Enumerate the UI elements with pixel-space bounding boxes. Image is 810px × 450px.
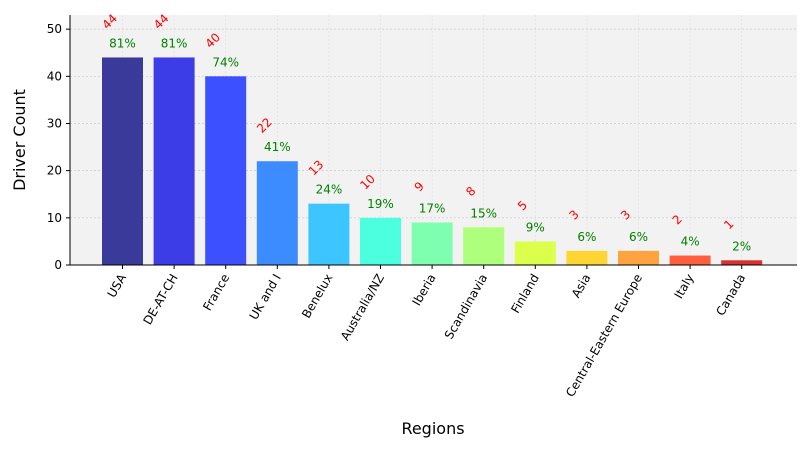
percent-label: 19% xyxy=(367,197,394,211)
bar xyxy=(514,241,556,265)
bar xyxy=(308,203,350,265)
percent-label: 74% xyxy=(212,55,239,69)
bar xyxy=(205,76,247,265)
x-tick-label: USA xyxy=(105,271,130,300)
x-tick-label: Italy xyxy=(672,272,697,302)
bar xyxy=(463,227,505,265)
x-tick-label: Canada xyxy=(713,272,748,319)
bar xyxy=(618,250,659,265)
y-tick-label: 50 xyxy=(47,22,62,36)
x-tick-label: France xyxy=(200,272,232,314)
percent-label: 9% xyxy=(526,220,545,234)
bar xyxy=(360,217,401,265)
bar xyxy=(102,57,143,265)
bars xyxy=(102,57,763,265)
x-tick-label: Benelux xyxy=(299,272,335,321)
x-tick-label: Iberia xyxy=(409,272,438,309)
y-tick-label: 20 xyxy=(47,164,62,178)
percent-label: 4% xyxy=(681,235,700,249)
bar xyxy=(256,161,298,265)
y-tick-label: 40 xyxy=(47,69,62,83)
percent-label: 6% xyxy=(629,230,648,244)
x-tick-label: Scandinavia xyxy=(442,272,491,342)
bar xyxy=(721,260,763,265)
percent-label: 41% xyxy=(264,140,291,154)
bar xyxy=(669,255,711,265)
data-labels: 81%4481%4474%4041%2224%1319%1017%915%89%… xyxy=(99,11,751,253)
y-axis-ticks: 0 10 20 30 40 50 xyxy=(47,22,70,272)
bar xyxy=(566,250,608,265)
percent-label: 15% xyxy=(470,206,497,220)
x-tick-label: Asia xyxy=(569,272,594,301)
percent-label: 17% xyxy=(419,202,446,216)
x-tick-label: DE-AT-CH xyxy=(141,272,181,328)
x-tick-label: Finland xyxy=(508,272,542,316)
x-axis-ticks: USA DE-AT-CH France UK and I Benelux Australi… xyxy=(105,265,748,399)
y-tick-label: 30 xyxy=(47,116,62,130)
percent-label: 81% xyxy=(109,36,136,50)
x-tick-label: UK and I xyxy=(247,272,284,323)
y-tick-label: 10 xyxy=(47,211,62,225)
y-tick-label: 0 xyxy=(54,258,62,272)
bar xyxy=(153,57,195,265)
x-tick-label: Australia/NZ xyxy=(338,272,387,343)
bar xyxy=(411,222,453,265)
percent-label: 81% xyxy=(161,36,188,50)
percent-label: 6% xyxy=(577,230,596,244)
percent-label: 2% xyxy=(732,239,751,253)
percent-label: 24% xyxy=(316,183,343,197)
y-axis-title: Driver Count xyxy=(10,89,29,191)
x-axis-title: Regions xyxy=(401,419,464,438)
